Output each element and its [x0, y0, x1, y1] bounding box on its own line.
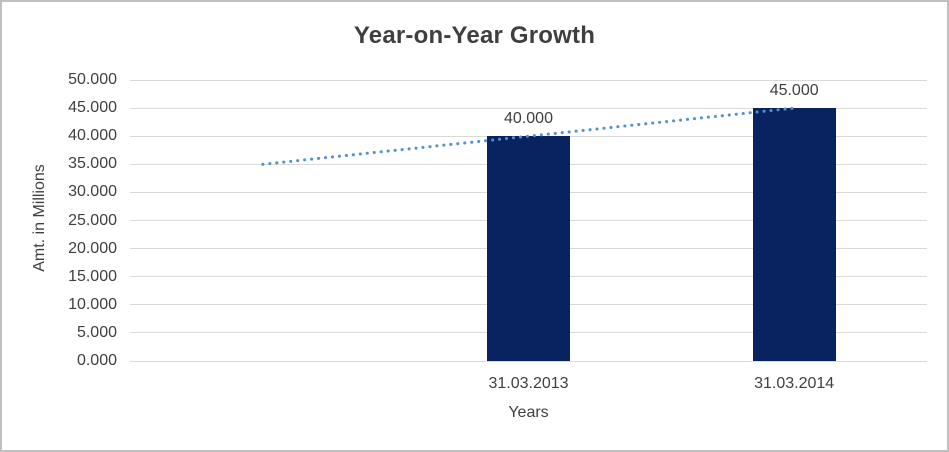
x-tick-label: 31.03.2014 — [754, 375, 835, 392]
bar-31.03.2013 — [487, 136, 570, 361]
y-tick-label: 0.000 — [76, 352, 117, 369]
bar-value-label: 40.000 — [504, 110, 553, 128]
chart-title: Year-on-Year Growth — [353, 22, 596, 49]
bar-31.03.2014 — [752, 108, 836, 361]
x-tick-label: 31.03.2013 — [488, 375, 569, 392]
y-tick-label: 50.000 — [68, 71, 117, 88]
y-tick-label: 30.000 — [68, 183, 117, 201]
y-tick-label: 45.000 — [68, 99, 117, 117]
y-tick-label: 25.000 — [68, 211, 117, 229]
y-tick-label: 5.000 — [76, 323, 117, 341]
y-tick-label: 40.000 — [68, 127, 117, 145]
gridline — [130, 79, 927, 81]
y-tick-label: 10.000 — [68, 295, 117, 313]
y-tick-label: 35.000 — [68, 155, 117, 173]
y-tick-label: 20.000 — [68, 239, 117, 257]
x-axis-title: Years — [508, 404, 549, 421]
gridline — [130, 360, 927, 362]
bar-value-label: 45.000 — [769, 82, 819, 100]
y-tick-label: 15.000 — [68, 267, 117, 285]
